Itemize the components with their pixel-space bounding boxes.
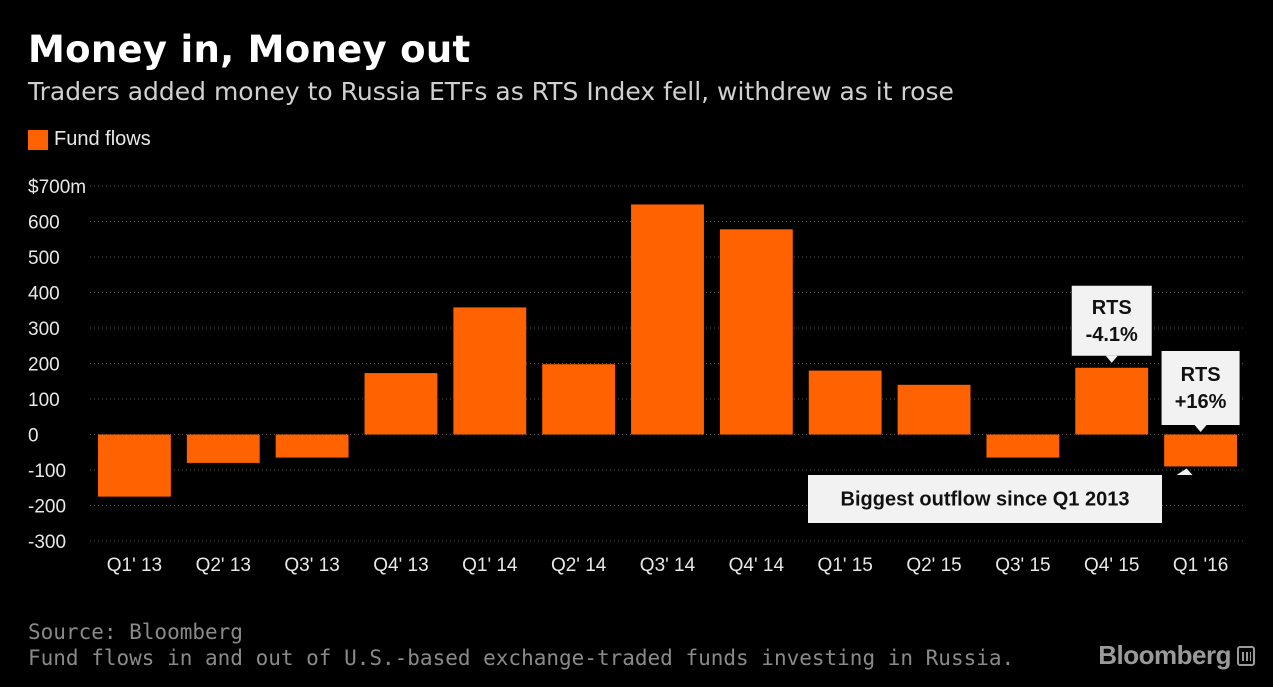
x-tick-label: Q1 '16 bbox=[1173, 555, 1228, 576]
annotation-text: Biggest outflow since Q1 2013 bbox=[841, 489, 1130, 511]
annotation-text: RTS bbox=[1092, 297, 1132, 319]
legend-swatch bbox=[28, 129, 48, 150]
bar bbox=[631, 204, 704, 435]
annotation-text: RTS bbox=[1181, 364, 1221, 386]
bar bbox=[453, 307, 527, 435]
bar-chart: -300 -200 -100 0 100 200 300 400 500 600 $700m Q1'… bbox=[28, 177, 1245, 576]
footnote: Fund flows in and out of U.S.-based exch… bbox=[28, 646, 1015, 670]
callout-box bbox=[808, 475, 1162, 523]
y-tick-label: 100 bbox=[28, 390, 60, 411]
x-tick-label: Q3' 13 bbox=[284, 555, 339, 576]
y-tick-label: 600 bbox=[28, 213, 60, 234]
chart-subtitle: Traders added money to Russia ETFs as RT… bbox=[28, 77, 954, 106]
x-tick-label: Q4' 15 bbox=[1084, 555, 1139, 576]
x-tick-label: Q3' 15 bbox=[995, 555, 1050, 576]
source-note: Source: Bloomberg bbox=[28, 620, 243, 644]
x-tick-label: Q2' 14 bbox=[551, 555, 607, 576]
terminal-icon bbox=[1237, 645, 1255, 666]
callout-box bbox=[1161, 351, 1240, 425]
x-tick-label: Q1' 14 bbox=[462, 555, 518, 576]
bar bbox=[1075, 367, 1149, 435]
annotation-callout: RTS -4.1% bbox=[1071, 285, 1152, 363]
x-tick-label: Q2' 13 bbox=[196, 555, 251, 576]
x-tick-label: Q1' 15 bbox=[817, 555, 872, 576]
bar bbox=[986, 434, 1060, 458]
y-tick-label: 0 bbox=[28, 426, 39, 447]
y-tick-label: -100 bbox=[28, 461, 66, 482]
callout-box bbox=[1071, 285, 1152, 356]
chart-title: Money in, Money out bbox=[28, 28, 471, 71]
y-tick-label: 300 bbox=[28, 319, 60, 340]
annotation-text: +16% bbox=[1175, 391, 1227, 413]
y-tick-label: -300 bbox=[28, 532, 66, 553]
bar bbox=[1164, 434, 1238, 467]
bar bbox=[542, 364, 616, 435]
callout-pointer bbox=[1194, 425, 1207, 432]
bar bbox=[186, 434, 260, 463]
y-tick-label: -200 bbox=[28, 497, 66, 518]
legend: Fund flows bbox=[28, 128, 151, 151]
y-tick-label: 500 bbox=[28, 248, 60, 269]
y-tick-label: $700m bbox=[28, 177, 86, 198]
x-tick-label: Q1' 13 bbox=[107, 555, 162, 576]
y-tick-label: 200 bbox=[28, 355, 60, 376]
bar bbox=[364, 373, 438, 435]
bar bbox=[719, 229, 793, 435]
y-tick-label: 400 bbox=[28, 284, 60, 305]
annotation-callout: RTS +16% bbox=[1161, 351, 1240, 432]
bar bbox=[808, 370, 882, 435]
bar bbox=[897, 384, 971, 435]
callout-pointer bbox=[1176, 468, 1193, 475]
x-tick-label: Q3' 14 bbox=[640, 555, 696, 576]
annotation-callout: Biggest outflow since Q1 2013 bbox=[808, 468, 1193, 523]
annotation-text: -4.1% bbox=[1086, 324, 1138, 346]
x-tick-label: Q4' 14 bbox=[729, 555, 785, 576]
bar bbox=[275, 434, 349, 458]
bar bbox=[97, 434, 171, 497]
logo-text: Bloomberg bbox=[1098, 640, 1231, 670]
x-tick-label: Q2' 15 bbox=[906, 555, 961, 576]
bloomberg-logo: Bloomberg bbox=[1098, 640, 1255, 671]
x-tick-label: Q4' 13 bbox=[373, 555, 428, 576]
legend-label: Fund flows bbox=[54, 128, 151, 150]
callout-pointer bbox=[1105, 355, 1118, 363]
